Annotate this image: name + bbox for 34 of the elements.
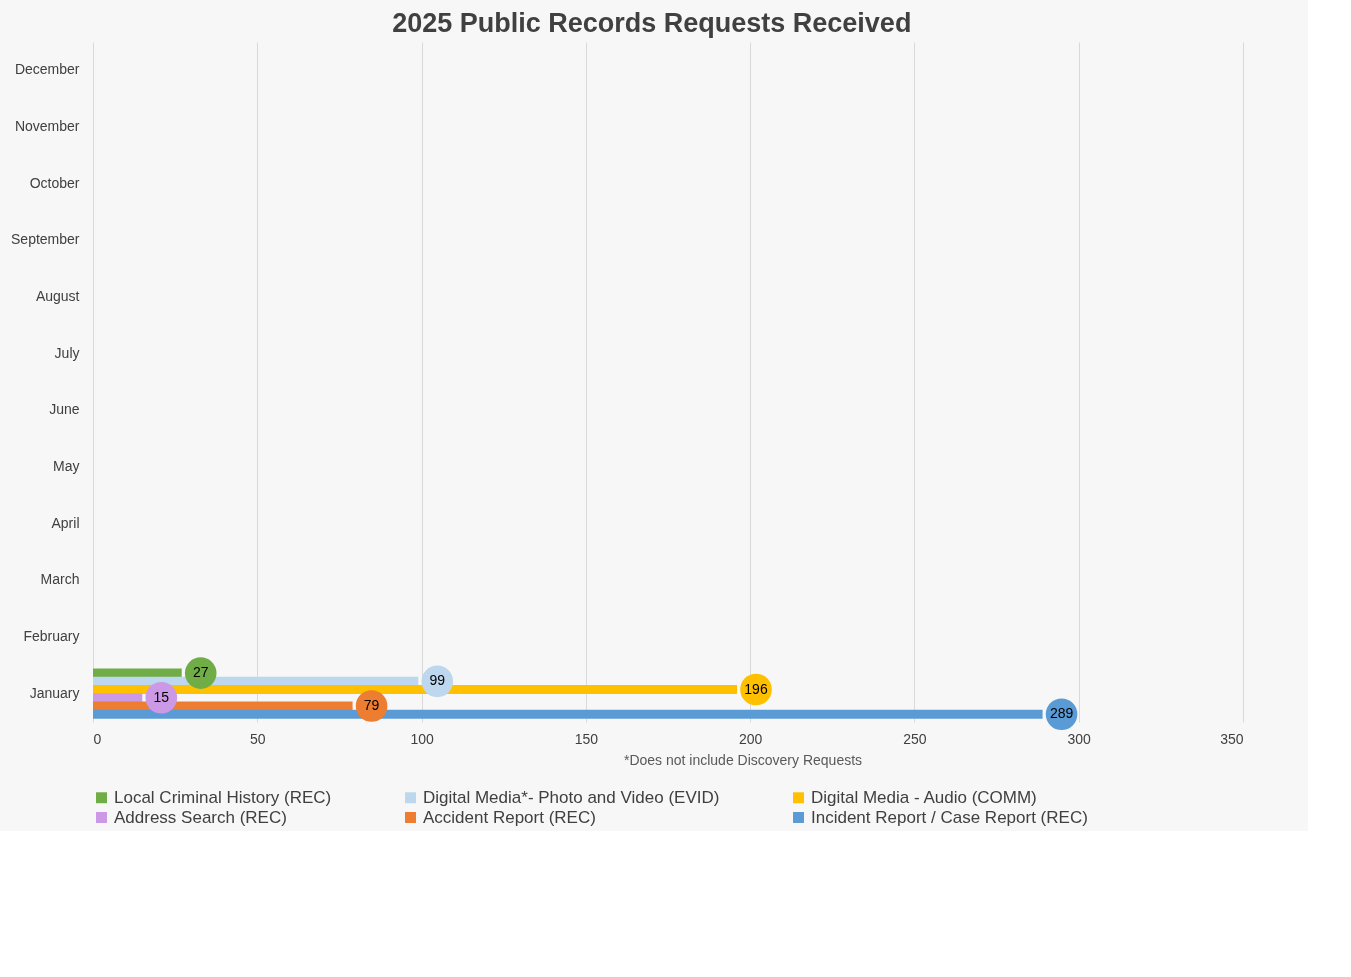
y-tick-label: January: [29, 684, 80, 701]
data-label: 27: [192, 664, 209, 681]
y-tick-label: February: [23, 628, 80, 644]
y-tick-label: September: [11, 231, 80, 248]
x-tick-label: 200: [738, 730, 763, 747]
data-label: 196: [744, 680, 768, 697]
y-tick-label: March: [40, 571, 80, 588]
y-tick-label: December: [14, 61, 80, 78]
y-tick-label: June: [49, 401, 80, 418]
data-label: 99: [429, 672, 446, 689]
y-tick-label: October: [29, 174, 80, 191]
y-tick-label: April: [51, 514, 80, 531]
y-tick-label: August: [35, 288, 80, 304]
legend-label: Digital Media - Audio (COMM): [811, 787, 1037, 807]
x-tick-label: 350: [1220, 730, 1244, 747]
legend-label: Accident Report (REC): [423, 807, 596, 827]
y-tick-label: November: [14, 118, 80, 134]
data-label: 15: [153, 688, 170, 705]
x-tick-label: 150: [574, 730, 599, 747]
y-tick-label: July: [54, 344, 80, 361]
x-tick-label: 50: [250, 730, 266, 747]
legend-label: Incident Report / Case Report (REC): [811, 807, 1088, 827]
chart-title: 2025 Public Records Requests Received: [392, 8, 912, 38]
legend-label: Digital Media*- Photo and Video (EVID): [423, 787, 720, 807]
data-label: 289: [1049, 705, 1074, 722]
x-tick-label: 300: [1067, 730, 1092, 747]
data-label: 79: [363, 697, 380, 714]
legend-label: Local Criminal History (REC): [114, 787, 332, 807]
x-tick-label: 100: [410, 730, 434, 747]
legend-label: Address Search (REC): [114, 807, 287, 827]
x-tick-label: 250: [903, 730, 927, 747]
x-tick-label: 0: [93, 730, 102, 747]
y-tick-label: May: [53, 458, 80, 474]
text: *Does not include Discovery Requests: [623, 752, 863, 768]
